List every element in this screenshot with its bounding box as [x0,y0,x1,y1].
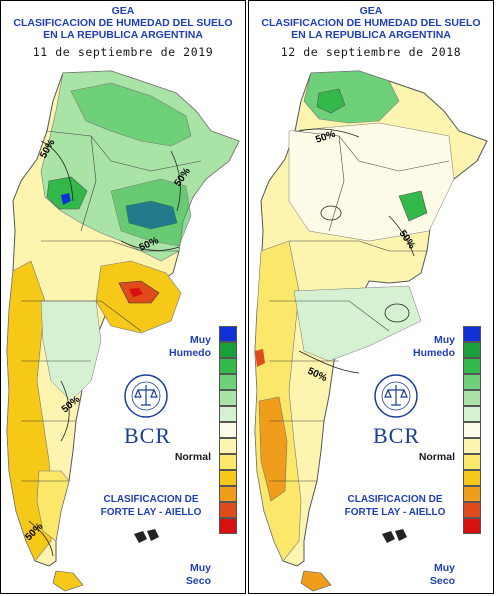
classification-line-1: CLASIFICACION DE [347,494,443,505]
title-clasificacion: CLASIFICACION DE HUMEDAD DEL SUELO [261,17,481,29]
scale-swatch [463,502,481,518]
scale-swatch [219,486,237,502]
map-panel-2018: GEA CLASIFICACION DE HUMEDAD DEL SUELO E… [248,0,494,594]
classification-line-1: CLASIFICACION DE [103,494,199,505]
classification-caption: CLASIFICACION DE FORTE LAY - AIELLO [81,493,221,519]
contour-lines [298,128,415,374]
scale-swatch [219,518,237,534]
title-gea: GEA [359,5,383,17]
classification-caption: CLASIFICACION DE FORTE LAY - AIELLO [325,493,465,519]
dry-region-southwest [258,396,288,502]
scale-swatch [463,342,481,358]
scale-swatch [463,438,481,454]
classification-line-2: FORTE LAY - AIELLO [344,507,446,518]
very-dry-core [129,288,143,297]
tierra-del-fuego [300,570,332,592]
map-date: 12 de septiembre de 2018 [280,45,462,59]
label-normal: Normal [174,451,211,463]
label-seco: Seco [185,575,211,587]
scale-swatch [219,326,237,342]
province-boundaries [269,130,450,482]
normal-region-mid [293,285,422,362]
bolsa-de-comercio-de-rosario-seal-icon [124,374,168,418]
classification-line-2: FORTE LAY - AIELLO [100,507,202,518]
tierra-del-fuego [52,570,84,592]
scale-swatch [219,438,237,454]
label-muy: Muy [190,334,211,346]
dry-region-south [36,470,70,542]
title-republica: EN LA REPUBLICA ARGENTINA [43,29,203,41]
scale-swatch [463,486,481,502]
label-humedo: Humedo [413,347,455,359]
scale-swatch [463,406,481,422]
humid-region-east [398,190,428,222]
scale-swatch [463,454,481,470]
saturated-spot-1 [61,193,71,205]
scale-swatch [219,454,237,470]
normal-region-mid [40,300,102,402]
scale-swatch [463,518,481,534]
very-humid-core [46,176,88,210]
bcr-logo-text: BCR [124,423,172,448]
humid-region-northeast [70,82,192,147]
label-normal: Normal [418,451,455,463]
color-scale-legend [219,326,237,534]
malvinas-islands [382,529,407,543]
humid-region-east [110,178,192,247]
bolsa-de-comercio-de-rosario-seal-icon [374,374,418,418]
label-muy-seco: Muy [434,562,455,574]
label-muy-seco: Muy [190,562,211,574]
contour-lines [28,140,181,557]
label-seco: Seco [429,575,455,587]
very-humid-core [316,88,346,114]
scale-swatch [219,470,237,486]
argentina-soil-moisture-map: 50% 50% 50% 50% 50% [6,70,240,592]
scale-swatch [219,342,237,358]
malvinas-islands [134,529,159,543]
scale-swatch [463,470,481,486]
map-panel-2019: GEA CLASIFICACION DE HUMEDAD DEL SUELO E… [0,0,246,594]
color-scale-legend [463,326,481,534]
label-humedo: Humedo [169,347,211,359]
scale-swatch [463,326,481,342]
scale-swatch [463,422,481,438]
scale-swatch [463,390,481,406]
argentina-soil-moisture-map: 50% 50% 50% [254,70,488,592]
title-clasificacion: CLASIFICACION DE HUMEDAD DEL SUELO [13,17,233,29]
normal-region-north [288,122,455,242]
very-dry-spot [255,349,265,367]
title-republica: EN LA REPUBLICA ARGENTINA [291,29,451,41]
scale-swatch [219,422,237,438]
bcr-logo-text: BCR [373,423,421,448]
title-gea: GEA [111,5,135,17]
scale-swatch [219,390,237,406]
scale-swatch [463,374,481,390]
map-date: 11 de septiembre de 2019 [32,45,214,59]
scale-swatch [219,374,237,390]
label-muy: Muy [434,334,455,346]
scale-swatch [463,358,481,374]
scale-swatch [219,502,237,518]
province-boundaries [21,130,202,482]
scale-swatch [219,406,237,422]
scale-swatch [219,358,237,374]
